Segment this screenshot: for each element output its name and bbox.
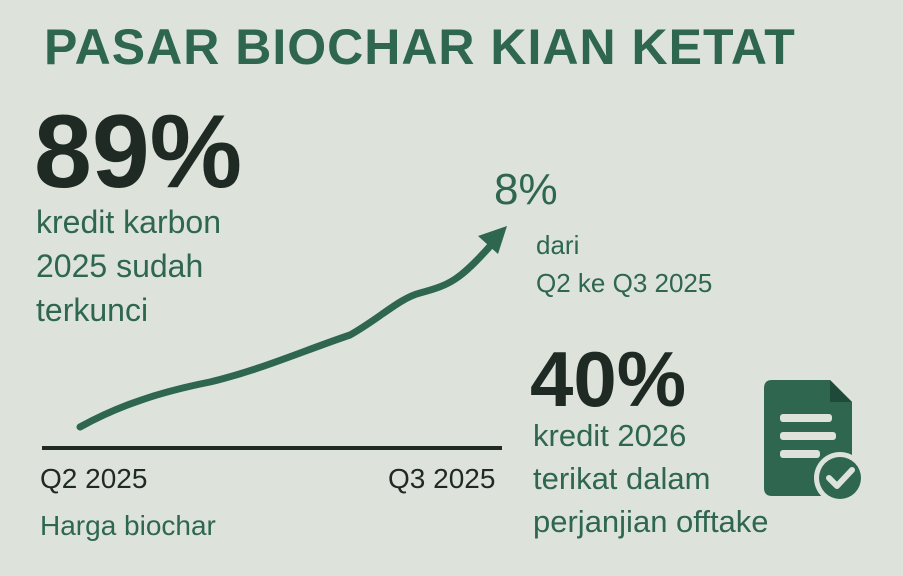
secondary-stat-description: kredit 2026 terikat dalam perjanjian off… <box>533 414 769 543</box>
secondary-stat-line: terikat dalam <box>533 461 711 496</box>
page-title: PASAR BIOCHAR KIAN KETAT <box>44 19 796 75</box>
growth-description-line: dari <box>536 230 580 260</box>
growth-description: dari Q2 ke Q3 2025 <box>536 226 712 302</box>
main-stat-line: 2025 sudah <box>36 248 204 284</box>
trend-arrow-head <box>478 226 507 254</box>
growth-percentage: 8% <box>494 165 558 214</box>
secondary-stat-value: 40% <box>530 335 687 423</box>
main-stat-description: kredit karbon 2025 sudah terkunci <box>36 200 336 332</box>
secondary-stat-line: perjanjian offtake <box>533 504 769 539</box>
main-stat-line: kredit karbon <box>36 204 221 240</box>
growth-description-line: Q2 ke Q3 2025 <box>536 268 713 298</box>
x-axis-label-start: Q2 2025 <box>40 463 148 494</box>
document-check-icon <box>764 380 866 504</box>
secondary-stat-line: kredit 2026 <box>533 418 687 453</box>
main-stat-value: 89% <box>34 94 243 210</box>
chart-caption: Harga biochar <box>40 510 216 541</box>
x-axis-label-end: Q3 2025 <box>388 463 496 494</box>
main-stat-line: terkunci <box>36 292 149 328</box>
price-trend-line <box>76 240 496 431</box>
